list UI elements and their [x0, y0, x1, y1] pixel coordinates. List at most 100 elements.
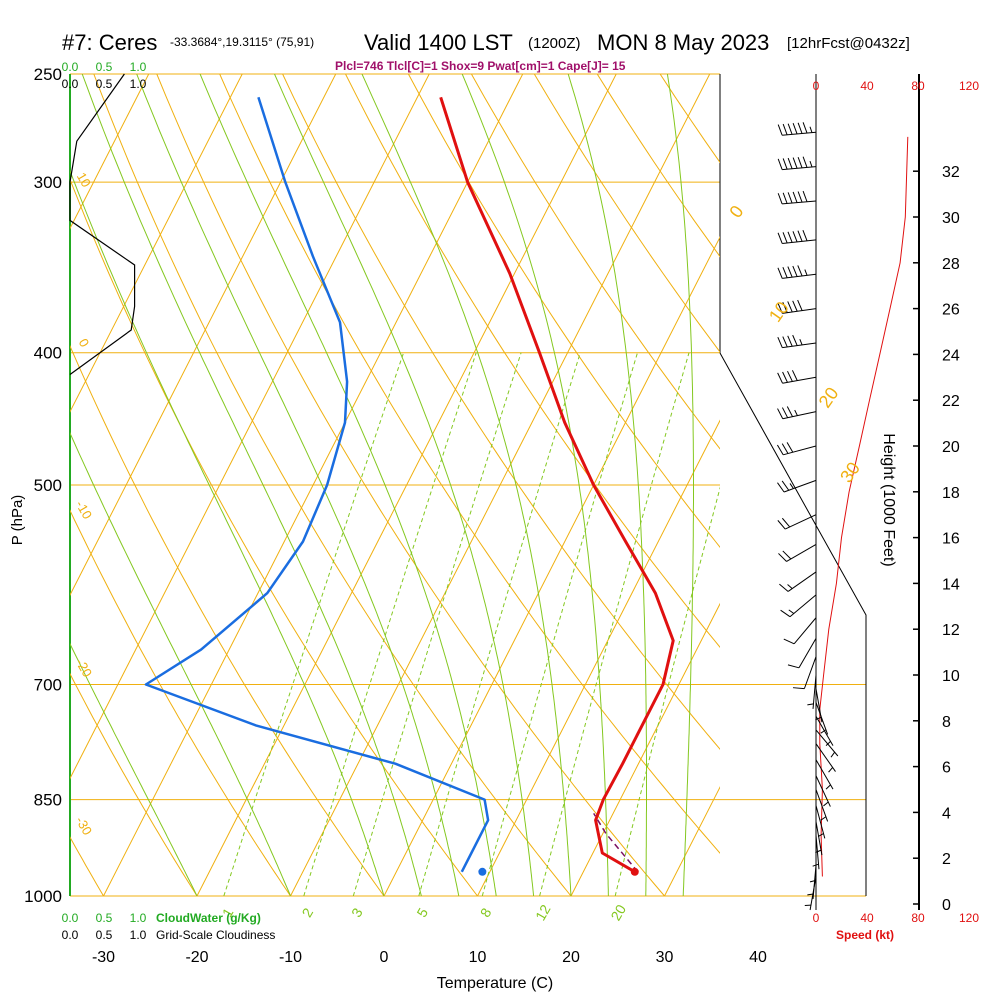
- moist-adiabat-line: [199, 74, 497, 896]
- temperature-tick-label: 0: [380, 949, 389, 966]
- cloudwater-tick-label: 0.0: [62, 60, 79, 74]
- moist-adiabat-line: [567, 74, 647, 896]
- wind-barb-staff: [786, 544, 817, 562]
- moist-adiabat-line: [461, 74, 609, 896]
- cloudwater-tick-label: 0.0: [62, 911, 79, 925]
- wind-barb-flag: [777, 520, 786, 530]
- isotherm-line: [477, 419, 720, 896]
- wind-barb-staff: [783, 479, 817, 493]
- isotherm-label: 0: [725, 202, 747, 222]
- wind-barb-half-flag: [799, 338, 803, 346]
- wind-barb-flag: [780, 609, 791, 618]
- speed-tick-label: 40: [860, 911, 874, 925]
- cloudiness-tick-label: 0.5: [96, 928, 113, 942]
- wind-barb-half-flag: [794, 409, 798, 416]
- wind-barb: [815, 688, 823, 723]
- speed-axis-title: Speed (kt): [836, 928, 894, 942]
- wind-barb: [809, 851, 817, 886]
- speed-tick-label: 80: [911, 911, 925, 925]
- mixing-ratio-label: 20: [607, 902, 629, 924]
- isotherm-label-left: -20: [73, 656, 95, 680]
- cloudiness-tick-label: 1.0: [130, 928, 147, 942]
- temperature-tick-label: 40: [749, 949, 767, 966]
- height-tick-label: 30: [942, 210, 960, 227]
- wind-barb-flag: [787, 123, 793, 135]
- station-title: #7: Ceres: [62, 30, 157, 55]
- wind-barb-flag: [777, 124, 783, 136]
- mixing-ratio-label: 12: [532, 902, 554, 924]
- isotherm-line: [103, 74, 524, 896]
- wind-barb-staff: [815, 805, 826, 839]
- dry-adiabat-line: [93, 74, 572, 896]
- wind-barb-flag: [782, 267, 788, 278]
- wind-speed-line: [819, 136, 909, 877]
- dry-adiabat-line: [70, 344, 385, 896]
- height-tick-label: 10: [942, 668, 960, 685]
- wind-barb: [778, 544, 817, 562]
- wind-barb: [815, 702, 829, 735]
- wind-barb-half-flag: [828, 767, 834, 773]
- height-tick-label: 32: [942, 164, 960, 181]
- dry-adiabat-line: [975, 74, 1000, 896]
- wind-barbs: [776, 122, 839, 911]
- wind-barb-half-flag: [820, 729, 827, 734]
- wind-barb-half-flag: [830, 751, 836, 758]
- wind-barb-flag: [792, 265, 798, 277]
- wind-barb-flag: [792, 687, 805, 690]
- cloudiness-profile: [69, 73, 136, 375]
- wind-barb-staff: [815, 702, 829, 735]
- wind-barb-staff: [782, 342, 817, 349]
- pressure-tick-label: 300: [34, 173, 62, 192]
- isotherm-label: 10: [765, 298, 793, 326]
- moist-adiabat-line: [666, 74, 694, 896]
- mixing-ratio-label: 3: [348, 905, 366, 920]
- wind-barb-flag: [787, 231, 793, 243]
- cloudwater-label: CloudWater (g/Kg): [156, 911, 261, 925]
- wind-barb-half-flag: [809, 879, 817, 883]
- speed-tick-label: 0: [813, 911, 820, 925]
- wind-barb-staff: [798, 638, 817, 669]
- wind-barb-flag: [782, 371, 788, 383]
- wind-barb-flag: [787, 266, 793, 278]
- isotherm-line: [70, 74, 430, 780]
- wind-barb: [792, 656, 817, 690]
- wind-barb: [776, 442, 817, 456]
- wind-barb-staff: [782, 376, 817, 384]
- wind-barb-flag: [782, 192, 788, 204]
- wind-barb-flag: [786, 406, 793, 417]
- moist-adiabat-line: [136, 74, 460, 896]
- wind-barb: [777, 406, 817, 420]
- wind-barb-staff: [815, 729, 839, 757]
- speed-tick-label: 0: [813, 79, 820, 93]
- wind-barb-flag: [777, 408, 784, 419]
- wind-barb-flag: [782, 123, 788, 135]
- mixing-ratio-line: [223, 352, 405, 896]
- wind-barb: [777, 514, 817, 530]
- mixing-ratio-line: [418, 352, 581, 896]
- valid-time: Valid 1400 LST: [364, 30, 513, 55]
- wind-barb-staff: [815, 789, 829, 822]
- wind-barb-flag: [781, 517, 791, 528]
- wind-barb-staff: [782, 166, 817, 171]
- wind-barb-flag: [781, 407, 789, 418]
- wind-barb-flag: [797, 122, 803, 134]
- height-tick-label: 24: [942, 347, 960, 364]
- dry-adiabat-line: [345, 74, 720, 648]
- dry-adiabat-line: [407, 74, 720, 548]
- wind-barb-flag: [777, 193, 783, 205]
- height-tick-label: 22: [942, 393, 960, 410]
- wind-barb: [815, 759, 834, 790]
- wind-barb-flag: [797, 230, 803, 242]
- wind-barb-flag: [802, 190, 808, 202]
- speed-panel: [815, 74, 920, 910]
- mixing-ratio-line: [303, 352, 477, 896]
- pressure-tick-label: 850: [34, 791, 62, 810]
- isotherm-line: [290, 74, 711, 896]
- wind-barb-flag: [802, 156, 808, 168]
- height-tick-label: 28: [942, 256, 960, 273]
- mixing-ratio-line: [352, 352, 522, 896]
- wind-barb-flag: [792, 123, 798, 135]
- wind-barb-flag: [792, 334, 798, 346]
- temperature-tick-label: -30: [92, 949, 115, 966]
